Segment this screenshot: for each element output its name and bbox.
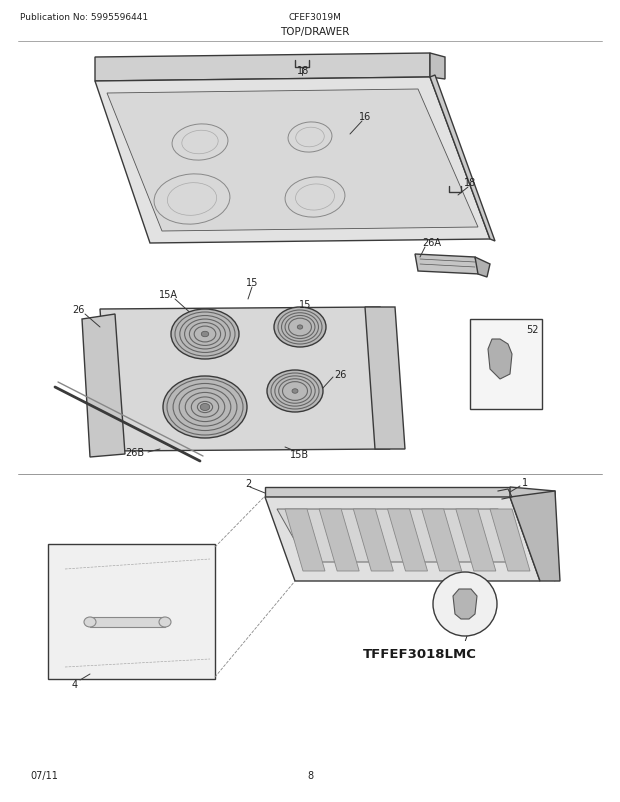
- Text: TOP/DRAWER: TOP/DRAWER: [280, 27, 350, 37]
- Ellipse shape: [200, 404, 210, 411]
- Polygon shape: [470, 320, 542, 410]
- Text: 18: 18: [297, 66, 309, 76]
- Ellipse shape: [274, 308, 326, 347]
- Polygon shape: [353, 509, 393, 571]
- Polygon shape: [95, 54, 430, 82]
- Polygon shape: [430, 54, 445, 80]
- Polygon shape: [488, 339, 512, 379]
- Polygon shape: [265, 497, 540, 581]
- Polygon shape: [319, 509, 359, 571]
- Text: 18: 18: [464, 178, 476, 188]
- Text: 26: 26: [72, 305, 84, 314]
- Polygon shape: [265, 488, 510, 497]
- Polygon shape: [430, 76, 495, 241]
- Polygon shape: [510, 492, 560, 581]
- Text: 15A: 15A: [159, 290, 177, 300]
- Polygon shape: [48, 545, 215, 679]
- Ellipse shape: [202, 332, 209, 338]
- Polygon shape: [415, 255, 480, 274]
- Ellipse shape: [433, 573, 497, 636]
- Text: 4: 4: [72, 679, 78, 689]
- Text: Publication No: 5995596441: Publication No: 5995596441: [20, 13, 148, 22]
- Ellipse shape: [297, 326, 303, 330]
- Text: 26A: 26A: [422, 237, 441, 248]
- Text: 1: 1: [522, 477, 528, 488]
- Ellipse shape: [171, 310, 239, 359]
- Text: 52: 52: [526, 325, 538, 334]
- Text: 26: 26: [334, 370, 346, 379]
- Text: CFEF3019M: CFEF3019M: [288, 13, 342, 22]
- Polygon shape: [100, 308, 390, 452]
- Polygon shape: [456, 509, 496, 571]
- Ellipse shape: [267, 371, 323, 412]
- Polygon shape: [82, 314, 125, 457]
- Text: 15: 15: [299, 300, 311, 310]
- Polygon shape: [107, 90, 478, 232]
- Text: 7: 7: [462, 632, 468, 642]
- Text: 16: 16: [359, 111, 371, 122]
- Ellipse shape: [292, 389, 298, 394]
- Ellipse shape: [159, 618, 171, 627]
- Polygon shape: [510, 488, 555, 581]
- Polygon shape: [277, 509, 518, 562]
- Text: 26B: 26B: [125, 448, 144, 457]
- Polygon shape: [490, 509, 530, 571]
- Text: 15B: 15B: [290, 449, 309, 460]
- Ellipse shape: [163, 376, 247, 439]
- Polygon shape: [285, 509, 325, 571]
- Text: 8: 8: [307, 770, 313, 780]
- Ellipse shape: [84, 618, 96, 627]
- Text: TFFEF3018LMC: TFFEF3018LMC: [363, 648, 477, 661]
- Text: 07/11: 07/11: [30, 770, 58, 780]
- Text: 15: 15: [246, 277, 258, 288]
- Polygon shape: [90, 618, 165, 627]
- Polygon shape: [365, 308, 405, 449]
- Polygon shape: [453, 589, 477, 619]
- Polygon shape: [388, 509, 428, 571]
- Text: 2: 2: [245, 479, 251, 488]
- Polygon shape: [95, 78, 490, 244]
- Polygon shape: [422, 509, 462, 571]
- Polygon shape: [475, 257, 490, 277]
